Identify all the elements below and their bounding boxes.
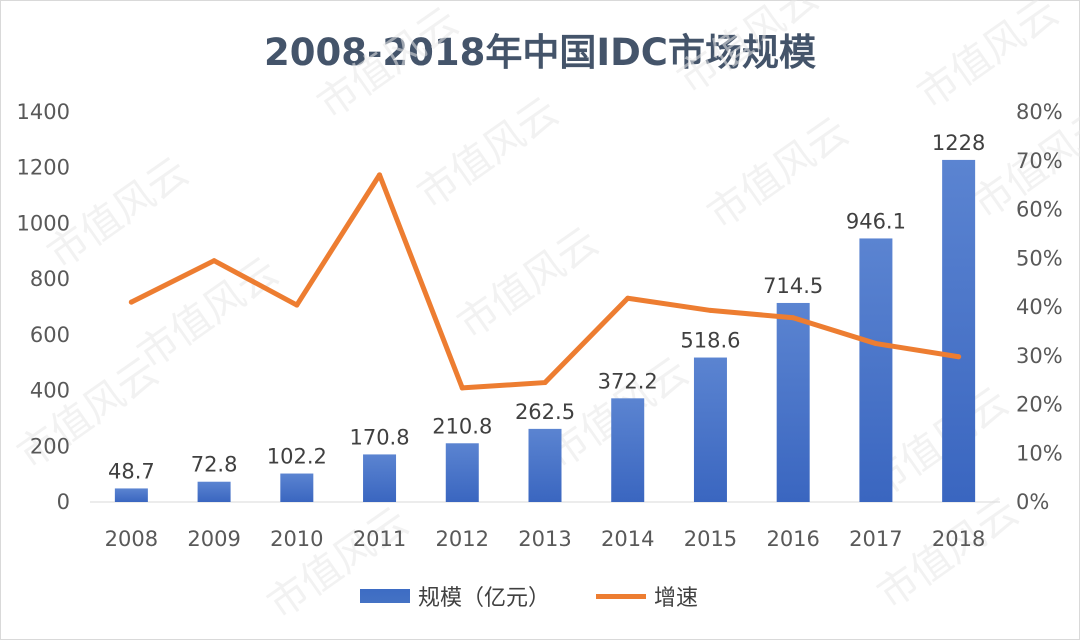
legend-line-label: 增速 bbox=[654, 586, 699, 611]
watermark-text: 市值风云 bbox=[449, 219, 606, 348]
bar bbox=[859, 238, 893, 502]
watermark-text: 市值风云 bbox=[669, 0, 826, 103]
y-right-tick-label: 50% bbox=[1016, 246, 1063, 270]
watermark-text: 市值风云 bbox=[409, 89, 566, 218]
bar-data-label: 946.1 bbox=[846, 209, 906, 233]
legend-bar-swatch bbox=[360, 589, 410, 603]
legend-item-line: 增速 bbox=[550, 580, 698, 612]
x-tick-label: 2014 bbox=[601, 527, 654, 551]
y-right-tick-label: 60% bbox=[1016, 198, 1063, 222]
x-tick-label: 2015 bbox=[684, 527, 737, 551]
watermark-text: 市值风云 bbox=[869, 489, 1026, 618]
y-right-tick-label: 10% bbox=[1016, 441, 1063, 465]
x-tick-label: 2009 bbox=[187, 527, 240, 551]
bar-data-label: 518.6 bbox=[680, 329, 740, 353]
y-left-tick-label: 800 bbox=[30, 267, 70, 291]
bar-data-label: 262.5 bbox=[515, 400, 575, 424]
bar bbox=[114, 488, 148, 502]
bar-data-label: 210.8 bbox=[432, 414, 492, 438]
growth-point bbox=[294, 302, 300, 308]
x-tick-label: 2011 bbox=[353, 527, 406, 551]
x-tick-label: 2012 bbox=[436, 527, 489, 551]
growth-point bbox=[707, 307, 713, 313]
y-left-tick-label: 200 bbox=[30, 434, 70, 458]
bar bbox=[445, 443, 479, 502]
y-right-tick-label: 20% bbox=[1016, 393, 1063, 417]
watermark-text: 市值风云 bbox=[309, 0, 466, 128]
x-tick-label: 2010 bbox=[270, 527, 323, 551]
bar-data-label: 102.2 bbox=[267, 445, 327, 469]
bar bbox=[611, 398, 645, 502]
y-right-tick-label: 0% bbox=[1016, 490, 1049, 514]
legend-item-bar: 规模（亿元） bbox=[360, 580, 550, 612]
y-right-tick-label: 30% bbox=[1016, 344, 1063, 368]
x-tick-label: 2013 bbox=[518, 527, 571, 551]
growth-point bbox=[956, 354, 962, 360]
growth-point bbox=[459, 385, 465, 391]
y-right-tick-label: 40% bbox=[1016, 295, 1063, 319]
growth-point bbox=[873, 341, 879, 347]
y-left-tick-label: 1000 bbox=[17, 211, 70, 235]
bar bbox=[280, 473, 314, 502]
x-tick-label: 2017 bbox=[849, 527, 902, 551]
bar bbox=[363, 454, 397, 502]
growth-point bbox=[377, 172, 383, 178]
y-right-tick-label: 80% bbox=[1016, 100, 1063, 124]
bar-data-label: 714.5 bbox=[763, 274, 823, 298]
legend-bar-label: 规模（亿元） bbox=[418, 586, 551, 611]
y-right-tick-label: 70% bbox=[1016, 149, 1063, 173]
y-left-tick-label: 400 bbox=[30, 379, 70, 403]
x-tick-label: 2008 bbox=[105, 527, 158, 551]
bar bbox=[693, 357, 727, 502]
y-left-tick-label: 600 bbox=[30, 323, 70, 347]
x-tick-label: 2016 bbox=[766, 527, 819, 551]
bar-data-label: 72.8 bbox=[191, 453, 238, 477]
growth-point bbox=[211, 258, 217, 264]
bar-data-label: 170.8 bbox=[349, 425, 409, 449]
watermark-text: 市值风云 bbox=[129, 249, 286, 378]
bar bbox=[197, 481, 231, 502]
y-left-tick-label: 1400 bbox=[17, 100, 70, 124]
bar bbox=[942, 159, 976, 502]
watermark-text: 市值风云 bbox=[699, 109, 856, 238]
growth-point bbox=[128, 299, 134, 305]
growth-point bbox=[790, 315, 796, 321]
y-left-tick-label: 0 bbox=[57, 490, 70, 514]
chart-title: 2008-2018年中国IDC市场规模 bbox=[264, 31, 816, 74]
bar bbox=[776, 302, 810, 502]
legend: 规模（亿元） 增速 bbox=[360, 580, 698, 612]
bar-data-label: 48.7 bbox=[108, 459, 155, 483]
bar bbox=[528, 428, 562, 502]
y-left-tick-label: 1200 bbox=[17, 156, 70, 180]
growth-point bbox=[542, 380, 548, 386]
bar-data-label: 1228 bbox=[932, 131, 985, 155]
growth-point bbox=[625, 295, 631, 301]
x-tick-label: 2018 bbox=[932, 527, 985, 551]
bar-data-label: 372.2 bbox=[598, 369, 658, 393]
legend-line-swatch bbox=[596, 593, 647, 599]
